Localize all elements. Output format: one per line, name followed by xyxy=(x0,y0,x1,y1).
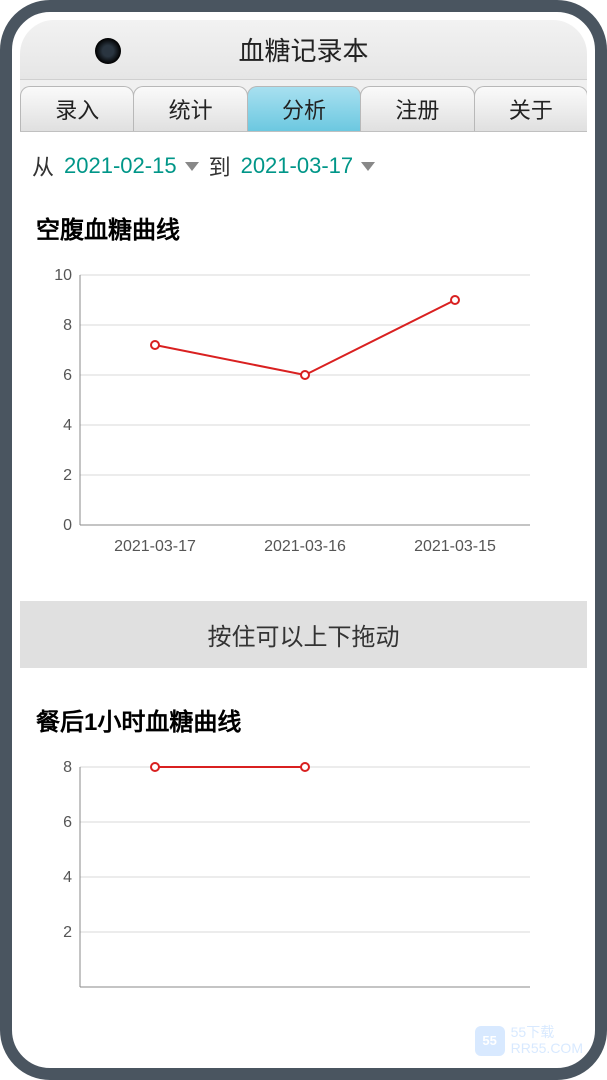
chevron-down-icon xyxy=(361,162,375,171)
svg-text:8: 8 xyxy=(63,317,72,334)
to-label: 到 xyxy=(209,150,231,182)
watermark-logo: 55 xyxy=(475,1026,505,1056)
tab-about[interactable]: 关于 xyxy=(474,86,587,131)
drag-hint[interactable]: 按住可以上下拖动 xyxy=(20,601,587,668)
chevron-down-icon xyxy=(185,162,199,171)
svg-text:6: 6 xyxy=(63,814,72,831)
svg-text:8: 8 xyxy=(63,759,72,776)
chart-postmeal-section: 餐后1小时血糖曲线 2 4 6 8 xyxy=(20,692,587,1017)
svg-text:10: 10 xyxy=(54,267,72,284)
svg-text:4: 4 xyxy=(63,417,72,434)
screen: 血糖记录本 录入 统计 分析 注册 关于 从 2021-02-15 到 2021… xyxy=(20,20,587,1060)
tab-stats[interactable]: 统计 xyxy=(133,86,247,131)
watermark-text: 55下载 RR55.COM xyxy=(511,1025,583,1056)
svg-text:2021-03-17: 2021-03-17 xyxy=(114,538,196,555)
svg-text:6: 6 xyxy=(63,367,72,384)
svg-text:0: 0 xyxy=(63,517,72,534)
chart-postmeal-title: 餐后1小时血糖曲线 xyxy=(20,692,587,757)
app-title: 血糖记录本 xyxy=(238,31,368,68)
svg-text:2: 2 xyxy=(63,924,72,941)
svg-text:2021-03-16: 2021-03-16 xyxy=(264,538,346,555)
svg-text:2021-03-15: 2021-03-15 xyxy=(414,538,496,555)
watermark: 55 55下载 RR55.COM xyxy=(475,1025,583,1056)
tab-bar: 录入 统计 分析 注册 关于 xyxy=(20,80,587,132)
chart-fasting-section: 空腹血糖曲线 0 2 4 6 8 10 2021-03-17 2021-03-16 2021-0… xyxy=(20,200,587,585)
tab-register[interactable]: 注册 xyxy=(360,86,474,131)
date-range-row: 从 2021-02-15 到 2021-03-17 xyxy=(20,132,587,200)
tab-analysis[interactable]: 分析 xyxy=(247,86,361,131)
svg-text:4: 4 xyxy=(63,869,72,886)
tab-input[interactable]: 录入 xyxy=(20,86,134,131)
chart-postmeal[interactable]: 2 4 6 8 xyxy=(20,757,587,997)
camera-hole xyxy=(95,38,121,64)
chart-fasting-title: 空腹血糖曲线 xyxy=(20,200,587,265)
from-label: 从 xyxy=(32,150,54,182)
chart-fasting[interactable]: 0 2 4 6 8 10 2021-03-17 2021-03-16 2021-03-15 xyxy=(20,265,587,565)
svg-text:2: 2 xyxy=(63,467,72,484)
from-date-picker[interactable]: 2021-02-15 xyxy=(64,153,199,179)
to-date-picker[interactable]: 2021-03-17 xyxy=(241,153,376,179)
